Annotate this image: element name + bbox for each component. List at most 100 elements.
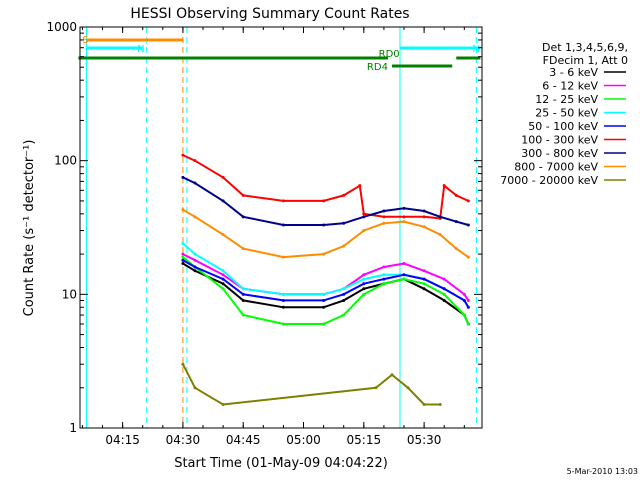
series-line-5 [182, 259, 470, 308]
series-3-point-13 [462, 313, 466, 317]
chart-title: HESSI Observing Summary Count Rates [130, 6, 409, 22]
series-5-point-3 [221, 277, 225, 281]
flag-bar-label-1: S [82, 35, 88, 46]
series-9-point-8 [438, 402, 442, 406]
legend-header-2: FDecim 1, Att 0 [543, 54, 628, 67]
series-5-point-1 [181, 258, 185, 262]
series-1-point-5 [281, 305, 285, 309]
series-line-1 [182, 262, 470, 325]
series-4-point-3 [221, 269, 225, 273]
series-6-point-10 [382, 215, 386, 219]
series-4-point-4 [241, 287, 245, 291]
series-4-point-9 [382, 273, 386, 277]
series-6-point-9 [362, 212, 366, 216]
series-5-point-2 [193, 265, 197, 269]
series-2-point-12 [442, 277, 446, 281]
series-9-point-1 [181, 362, 185, 366]
series-5-point-9 [382, 277, 386, 281]
series-6-point-1 [181, 153, 185, 157]
series-8-point-4 [241, 247, 245, 251]
series-4-point-7 [342, 287, 346, 291]
series-5-point-8 [362, 282, 366, 286]
series-line-3 [182, 256, 470, 325]
series-2-point-1 [181, 252, 185, 256]
series-3-point-8 [362, 292, 366, 296]
series-2-point-9 [382, 265, 386, 269]
series-7-point-11 [422, 209, 426, 213]
series-5-point-14 [466, 305, 470, 309]
series-3-point-1 [181, 255, 185, 259]
series-7-point-12 [438, 215, 442, 219]
legend-label-9: 7000 - 20000 keV [500, 174, 598, 187]
series-8-point-5 [281, 255, 285, 259]
series-1-point-1 [181, 262, 185, 266]
series-6-point-12 [422, 215, 426, 219]
series-4-point-2 [193, 252, 197, 256]
series-8-point-2 [193, 215, 197, 219]
flag-bar-label-5: RD4 [367, 62, 388, 73]
series-8-point-6 [322, 252, 326, 256]
series-1-point-2 [193, 269, 197, 273]
series-9-point-4 [374, 386, 378, 390]
x-tick-label-6: 05:30 [407, 433, 442, 447]
series-5-point-5 [281, 298, 285, 302]
series-7-point-1 [181, 175, 185, 179]
x-tick-label-5: 05:15 [347, 433, 382, 447]
series-3-point-5 [281, 322, 285, 326]
series-8-point-8 [362, 229, 366, 233]
series-3-point-4 [241, 313, 245, 317]
legend-label-8: 800 - 7000 keV [514, 161, 598, 174]
series-5-point-6 [322, 298, 326, 302]
axes: 04:15 04:30 04:45 05:00 05:15 05:30 1 10 100 1000 [46, 20, 482, 447]
series-9-point-5 [390, 373, 394, 377]
x-axis-label: Start Time (01-May-09 04:04:22) [174, 456, 388, 471]
series-5-point-4 [241, 292, 245, 296]
series-2-point-3 [221, 273, 225, 277]
series-8-point-1 [181, 208, 185, 212]
series-2-point-8 [362, 273, 366, 277]
series-8-point-9 [382, 221, 386, 225]
series-1-point-8 [362, 287, 366, 291]
series-2-point-14 [466, 298, 470, 302]
series-9-point-2 [193, 386, 197, 390]
series-3-point-9 [382, 282, 386, 286]
series-3-point-7 [342, 313, 346, 317]
legend-label-6: 100 - 300 keV [521, 134, 598, 147]
series-7-point-9 [382, 209, 386, 213]
footer-timestamp: 5-Mar-2010 13:03 [567, 467, 638, 476]
series-6-point-7 [342, 193, 346, 197]
series-7-point-13 [454, 220, 458, 224]
series-3-point-11 [422, 282, 426, 286]
series-8-point-11 [422, 225, 426, 229]
series-1-point-4 [241, 298, 245, 302]
series-7-point-8 [362, 215, 366, 219]
series-line-6 [182, 154, 469, 220]
series-1-point-11 [422, 287, 426, 291]
series-7-point-5 [281, 223, 285, 227]
series-7-point-14 [466, 223, 470, 227]
series-6-point-2 [193, 159, 197, 163]
plot-frame [79, 26, 483, 429]
series-8-point-7 [342, 244, 346, 248]
x-tick-label-4: 05:00 [286, 433, 321, 447]
x-tick-label-3: 04:45 [226, 433, 261, 447]
series-7-point-7 [342, 221, 346, 225]
series-8-point-13 [454, 247, 458, 251]
flag-bar-label-4: RD0 [379, 49, 400, 60]
series-7-point-10 [402, 206, 406, 210]
y-axis-label: Count Rate (s⁻¹ detector⁻¹) [22, 140, 37, 317]
series-6-point-16 [466, 199, 470, 203]
series-8-point-14 [466, 255, 470, 259]
series-6-point-8 [358, 184, 362, 188]
series-line-7 [182, 176, 469, 226]
series-5-point-11 [422, 277, 426, 281]
series-3-point-3 [221, 287, 225, 291]
series-2-point-11 [422, 269, 426, 273]
y-tick-label-4: 1000 [46, 20, 77, 34]
legend: Det 1,3,4,5,6,9,FDecim 1, Att 03 - 6 keV… [500, 41, 628, 187]
series-3-point-14 [466, 322, 470, 326]
series-line-8 [182, 208, 469, 259]
plot-area: S N N RD0 RD4 [78, 27, 481, 428]
